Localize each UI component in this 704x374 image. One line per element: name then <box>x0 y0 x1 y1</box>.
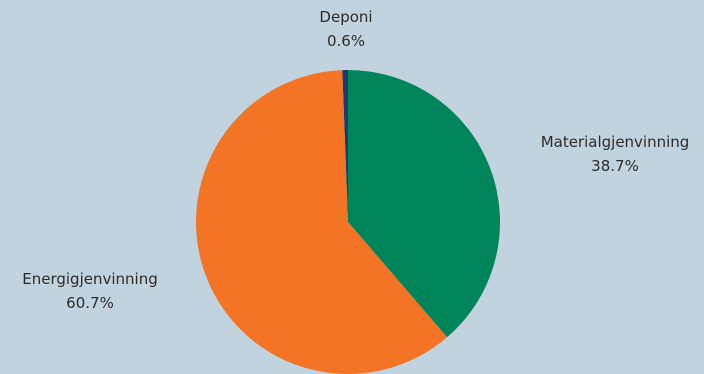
pie-slice-energigjenvinning <box>196 70 448 374</box>
slice-label-materialgjenvinning: Materialgjenvinning <box>541 133 690 151</box>
slice-value-energigjenvinning: 60.7% <box>66 294 114 312</box>
pie-slice-deponi <box>342 70 348 222</box>
slice-label-deponi: Deponi <box>319 8 372 26</box>
pie-labels: Materialgjenvinning 38.7% Energigjenvinnin… <box>22 8 689 312</box>
slice-value-deponi: 0.6% <box>327 32 365 50</box>
slice-label-energigjenvinning: Energigjenvinning <box>22 270 157 288</box>
slice-value-materialgjenvinning: 38.7% <box>591 157 639 175</box>
pie-slice-materialgjenvinning <box>348 70 501 338</box>
pie-slices <box>196 70 501 374</box>
